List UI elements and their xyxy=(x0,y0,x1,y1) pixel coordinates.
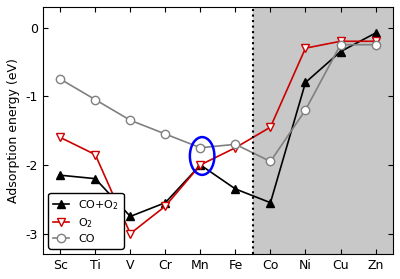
CO xyxy=(163,132,168,136)
Line: CO: CO xyxy=(56,40,380,166)
CO xyxy=(373,43,378,46)
CO xyxy=(93,98,98,101)
CO xyxy=(338,43,343,46)
CO+O$_2$ xyxy=(338,50,343,53)
O$_2$ xyxy=(93,153,98,156)
Bar xyxy=(253,7,393,254)
CO+O$_2$ xyxy=(268,201,273,204)
CO xyxy=(268,160,273,163)
O$_2$ xyxy=(198,163,203,167)
O$_2$ xyxy=(128,232,133,235)
CO xyxy=(198,146,203,150)
CO xyxy=(303,108,308,112)
O$_2$ xyxy=(373,40,378,43)
CO+O$_2$ xyxy=(198,163,203,167)
CO+O$_2$ xyxy=(373,31,378,35)
O$_2$ xyxy=(163,205,168,208)
CO+O$_2$ xyxy=(163,201,168,204)
Legend: CO+O$_2$, O$_2$, CO: CO+O$_2$, O$_2$, CO xyxy=(48,193,124,249)
Line: O$_2$: O$_2$ xyxy=(56,37,380,238)
CO+O$_2$ xyxy=(93,177,98,180)
CO xyxy=(128,119,133,122)
O$_2$ xyxy=(338,40,343,43)
CO xyxy=(233,143,238,146)
CO+O$_2$ xyxy=(58,174,63,177)
O$_2$ xyxy=(233,146,238,150)
O$_2$ xyxy=(268,126,273,129)
Y-axis label: Adsorption energy (eV): Adsorption energy (eV) xyxy=(7,58,20,203)
CO xyxy=(58,77,63,81)
CO+O$_2$ xyxy=(233,187,238,191)
CO+O$_2$ xyxy=(303,81,308,84)
CO+O$_2$ xyxy=(128,215,133,218)
O$_2$ xyxy=(303,47,308,50)
O$_2$ xyxy=(58,136,63,139)
Line: CO+O$_2$: CO+O$_2$ xyxy=(56,29,380,221)
